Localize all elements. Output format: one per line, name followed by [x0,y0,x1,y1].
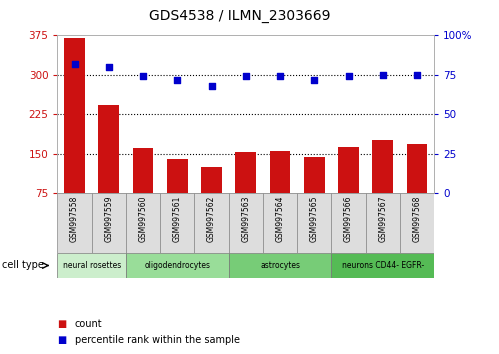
Bar [236,153,256,232]
Text: oligodendrocytes: oligodendrocytes [144,261,210,270]
Bar [366,193,400,253]
Text: count: count [75,319,102,329]
Bar [57,253,126,278]
Bar [263,193,297,253]
Bar [160,193,195,253]
Text: ■: ■ [57,319,67,329]
Point [139,74,147,79]
Bar [195,193,229,253]
Bar [126,193,160,253]
Point [344,74,352,79]
Text: GSM997568: GSM997568 [413,195,422,242]
Text: GSM997562: GSM997562 [207,195,216,242]
Point [242,74,250,79]
Bar [98,105,119,232]
Text: GDS4538 / ILMN_2303669: GDS4538 / ILMN_2303669 [149,9,330,23]
Text: neural rosettes: neural rosettes [62,261,121,270]
Point [208,83,216,88]
Bar [270,151,290,232]
Text: percentile rank within the sample: percentile rank within the sample [75,335,240,345]
Text: GSM997561: GSM997561 [173,195,182,242]
Point [413,72,421,78]
Text: GSM997563: GSM997563 [241,195,250,242]
Bar [400,193,434,253]
Text: astrocytes: astrocytes [260,261,300,270]
Bar [92,193,126,253]
Bar [167,159,188,232]
Text: GSM997560: GSM997560 [139,195,148,242]
Text: neurons CD44- EGFR-: neurons CD44- EGFR- [342,261,424,270]
Text: cell type: cell type [2,261,44,270]
Point [379,72,387,78]
Text: GSM997565: GSM997565 [310,195,319,242]
Point [173,77,181,82]
Text: GSM997567: GSM997567 [378,195,387,242]
Point [70,61,78,67]
Bar [201,167,222,232]
Bar [338,147,359,232]
Text: GSM997564: GSM997564 [275,195,284,242]
Text: GSM997566: GSM997566 [344,195,353,242]
Bar [57,193,92,253]
Bar [372,141,393,232]
Text: GSM997558: GSM997558 [70,195,79,242]
Bar [126,253,229,278]
Bar [229,193,263,253]
Text: ■: ■ [57,335,67,345]
Bar [133,148,153,232]
Bar [304,157,324,232]
Point [276,74,284,79]
Bar [331,253,434,278]
Point [105,64,113,70]
Bar [407,144,427,232]
Bar [229,253,331,278]
Bar [331,193,366,253]
Text: GSM997559: GSM997559 [104,195,113,242]
Point [310,77,318,82]
Bar [297,193,331,253]
Bar [64,38,85,232]
